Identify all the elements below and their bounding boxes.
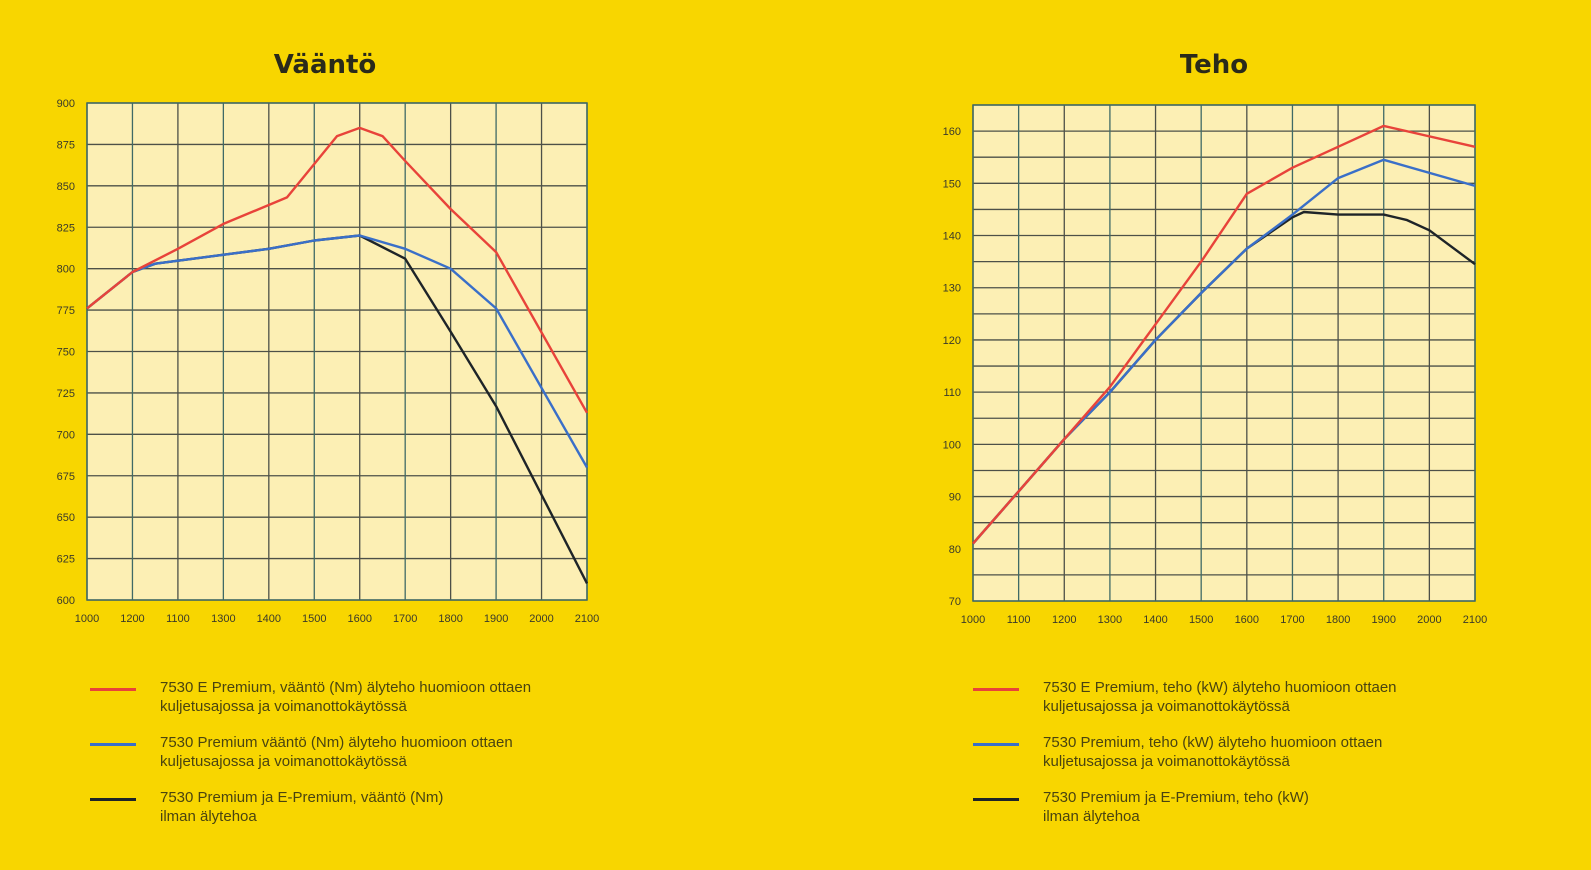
legend-label: 7530 Premium vääntö (Nm) älyteho huomioo…: [160, 734, 513, 751]
y-tick-label: 775: [57, 305, 75, 317]
x-tick-label: 1200: [120, 613, 144, 625]
x-tick-label: 1600: [347, 613, 371, 625]
legend-item: 7530 Premium ja E-Premium, vääntö (Nm) il…: [90, 788, 690, 826]
x-tick-label: 2100: [575, 613, 599, 625]
legend-label: 7530 E Premium, teho (kW) älyteho huomio…: [1043, 679, 1397, 696]
y-tick-label: 700: [57, 429, 75, 441]
y-tick-label: 160: [943, 126, 961, 138]
y-tick-label: 140: [943, 231, 961, 243]
legend-label-line2: kuljetusajossa ja voimanottokäytössä: [160, 698, 407, 715]
x-tick-label: 1600: [1235, 614, 1259, 626]
y-tick-label: 750: [57, 347, 75, 359]
x-tick-label: 1000: [961, 614, 985, 626]
x-tick-label: 1000: [75, 613, 99, 625]
legend-power: 7530 E Premium, teho (kW) älyteho huomio…: [973, 678, 1573, 843]
plot-border: [86, 102, 588, 601]
legend-torque: 7530 E Premium, vääntö (Nm) älyteho huom…: [90, 678, 690, 843]
y-tick-label: 800: [57, 264, 75, 276]
y-tick-label: 120: [943, 335, 961, 347]
y-tick-label: 130: [943, 283, 961, 295]
y-tick-label: 110: [943, 387, 961, 399]
legend-item: 7530 Premium ja E-Premium, teho (kW) ilma…: [973, 788, 1573, 826]
legend-swatch-black: [973, 798, 1019, 801]
x-tick-label: 1500: [302, 613, 326, 625]
x-tick-label: 1800: [438, 613, 462, 625]
y-tick-label: 675: [57, 471, 75, 483]
x-tick-label: 1200: [1052, 614, 1076, 626]
y-tick-label: 650: [57, 512, 75, 524]
x-tick-label: 1400: [1143, 614, 1167, 626]
legend-label-line2: ilman älytehoa: [1043, 808, 1140, 825]
y-tick-label: 900: [57, 98, 75, 110]
legend-label-line2: ilman älytehoa: [160, 808, 257, 825]
y-tick-label: 100: [943, 439, 961, 451]
x-tick-label: 1500: [1189, 614, 1213, 626]
legend-swatch-blue: [973, 743, 1019, 746]
plot-area: [973, 105, 1475, 601]
legend-swatch-red: [90, 688, 136, 691]
y-tick-label: 625: [57, 554, 75, 566]
y-tick-label: 725: [57, 388, 75, 400]
y-tick-label: 850: [57, 181, 75, 193]
x-tick-label: 1700: [393, 613, 417, 625]
y-tick-label: 600: [57, 595, 75, 607]
x-tick-label: 2000: [1417, 614, 1441, 626]
x-tick-label: 1700: [1280, 614, 1304, 626]
legend-label-line2: kuljetusajossa ja voimanottokäytössä: [160, 753, 407, 770]
y-tick-label: 70: [949, 596, 961, 608]
legend-label: 7530 E Premium, vääntö (Nm) älyteho huom…: [160, 679, 532, 696]
y-tick-label: 150: [943, 178, 961, 190]
plot-border: [972, 104, 1476, 602]
legend-label-line2: kuljetusajossa ja voimanottokäytössä: [1043, 698, 1290, 715]
legend-item: 7530 Premium, teho (kW) älyteho huomioon…: [973, 733, 1573, 771]
y-tick-label: 825: [57, 222, 75, 234]
chart-title-torque: Vääntö: [273, 50, 377, 80]
x-tick-label: 2100: [1463, 614, 1487, 626]
legend-swatch-black: [90, 798, 136, 801]
chart-title-power: Teho: [1179, 50, 1249, 80]
series-line-red: [86, 126, 589, 414]
x-tick-label: 1900: [1371, 614, 1395, 626]
y-tick-label: 80: [949, 544, 961, 556]
legend-item: 7530 E Premium, teho (kW) älyteho huomio…: [973, 678, 1573, 716]
legend-label: 7530 Premium ja E-Premium, teho (kW): [1043, 789, 1309, 806]
y-tick-label: 90: [949, 492, 961, 504]
x-tick-label: 1300: [211, 613, 235, 625]
legend-label-line2: kuljetusajossa ja voimanottokäytössä: [1043, 753, 1290, 770]
x-tick-label: 2000: [529, 613, 553, 625]
y-tick-label: 875: [57, 139, 75, 151]
legend-label: 7530 Premium ja E-Premium, vääntö (Nm): [160, 789, 444, 806]
x-tick-label: 1300: [1098, 614, 1122, 626]
series-line-red: [972, 124, 1476, 545]
x-tick-label: 1400: [257, 613, 281, 625]
legend-item: 7530 E Premium, vääntö (Nm) älyteho huom…: [90, 678, 690, 716]
x-tick-label: 1100: [1007, 614, 1031, 626]
legend-item: 7530 Premium vääntö (Nm) älyteho huomioo…: [90, 733, 690, 771]
legend-label: 7530 Premium, teho (kW) älyteho huomioon…: [1043, 734, 1383, 751]
legend-swatch-red: [973, 688, 1019, 691]
x-tick-label: 1900: [484, 613, 508, 625]
x-tick-label: 1100: [166, 613, 190, 625]
legend-swatch-blue: [90, 743, 136, 746]
x-tick-label: 1800: [1326, 614, 1350, 626]
series-line-blue: [86, 234, 589, 469]
